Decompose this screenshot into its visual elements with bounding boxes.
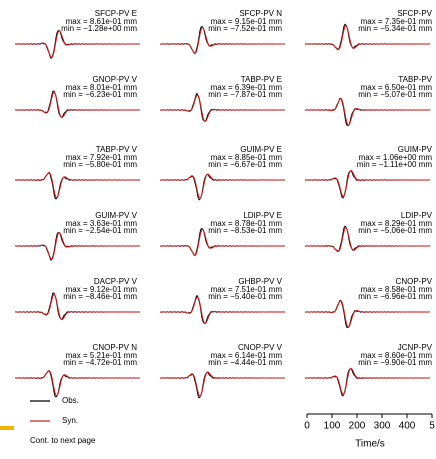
min-label: min = −9.90e-01 mm [358, 358, 432, 367]
station-label: CNOP-PV V [238, 343, 283, 352]
x-tick-label: 300 [374, 421, 391, 432]
min-label: min = −1.11e+00 mm [357, 160, 433, 169]
max-label: max = 8.58e-01 mm [361, 285, 433, 294]
synthetic-trace [15, 293, 140, 321]
station-label: CNOP-PV [396, 277, 433, 286]
synthetic-trace [160, 371, 285, 398]
synthetic-trace [160, 26, 285, 55]
legend-syn: Syn. [62, 416, 78, 425]
station-label: SFCP-PV N [239, 9, 282, 18]
max-label: max = 1.06e+00 mm [359, 153, 433, 162]
max-label: max = 7.35e-01 mm [361, 17, 433, 26]
min-label: min = −6.96e-01 mm [358, 292, 432, 301]
station-label: SFCP-PV E [95, 9, 137, 18]
station-label: SFCP-PV [397, 9, 432, 18]
min-label: min = −7.87e-01 mm [208, 90, 282, 99]
min-label: min = −4.72e-01 mm [63, 358, 137, 367]
max-label: max = 8.29e-01 mm [361, 219, 433, 228]
synthetic-trace [305, 300, 430, 328]
station-label: GHBP-PV V [238, 277, 282, 286]
station-label: GNOP-PV V [93, 75, 138, 84]
max-label: max = 5.21e-01 mm [66, 351, 138, 360]
max-label: max = 3.63e-01 mm [66, 219, 138, 228]
max-label: max = 6.50e-01 mm [361, 83, 433, 92]
max-label: max = 6.39e-01 mm [211, 83, 283, 92]
synthetic-trace [305, 169, 430, 198]
synthetic-trace [15, 370, 140, 397]
synthetic-trace [305, 367, 430, 396]
min-label: min = −8.53e-01 mm [208, 226, 282, 235]
x-tick-label: 200 [349, 421, 366, 432]
max-label: max = 7.51e-01 mm [211, 285, 283, 294]
station-label: GUIM-PV V [95, 211, 137, 220]
synthetic-trace [15, 30, 140, 58]
min-label: min = −6.67e-01 mm [208, 160, 282, 169]
max-label: max = 8.60e-01 mm [361, 351, 433, 360]
synthetic-trace [160, 94, 285, 123]
min-label: min = −5.34e-01 mm [358, 24, 432, 33]
observed-trace [304, 299, 431, 329]
x-tick-label: 5 [429, 421, 435, 432]
synthetic-trace [15, 91, 140, 119]
max-label: max = 8.78e-01 mm [211, 219, 283, 228]
synthetic-trace [160, 296, 285, 325]
station-label: TABP-PV V [96, 145, 138, 154]
synthetic-trace [15, 171, 140, 199]
x-tick-label: 0 [304, 421, 310, 432]
station-label: JCNP-PV [398, 343, 433, 352]
min-label: min = −4.44e-01 mm [208, 358, 282, 367]
synthetic-trace [160, 173, 285, 200]
station-label: GUIM-PV E [240, 145, 282, 154]
legend-obs: Obs. [62, 396, 79, 405]
synthetic-trace [305, 226, 430, 253]
synthetic-trace [305, 97, 430, 126]
max-label: max = 9.15e-01 mm [211, 17, 283, 26]
min-label: min = −5.80e-01 mm [63, 160, 137, 169]
max-label: max = 8.61e-01 mm [66, 17, 138, 26]
station-label: DACP-PV V [94, 277, 138, 286]
x-axis-title: Time/s [355, 439, 385, 450]
min-label: min = −6.23e-01 mm [63, 90, 137, 99]
x-tick-label: 100 [324, 421, 341, 432]
max-label: max = 7.92e-01 mm [66, 153, 138, 162]
max-label: max = 8.85e-01 mm [211, 153, 283, 162]
min-label: min = −2.54e-01 mm [63, 226, 137, 235]
observed-trace [304, 367, 431, 397]
min-label: min = −5.40e-01 mm [208, 292, 282, 301]
observed-trace [304, 169, 431, 199]
station-label: TABP-PV [398, 75, 432, 84]
station-label: CNOP-PV N [93, 343, 138, 352]
page-marker [0, 426, 14, 430]
synthetic-trace [305, 24, 430, 51]
x-tick-label: 400 [399, 421, 416, 432]
synthetic-trace [15, 231, 140, 260]
synthetic-trace [160, 228, 285, 257]
observed-trace [159, 173, 286, 201]
min-label: min = −7.52e-01 mm [208, 24, 282, 33]
max-label: max = 9.12e-01 mm [66, 285, 138, 294]
max-label: max = 6.14e-01 mm [211, 351, 283, 360]
min-label: min = −5.07e-01 mm [358, 90, 432, 99]
min-label: min = −5.06e-01 mm [358, 226, 432, 235]
station-label: LDIP-PV E [243, 211, 282, 220]
observed-trace [304, 97, 431, 127]
station-label: TABP-PV E [241, 75, 282, 84]
legend-note: Cont. to next page [30, 436, 96, 445]
observed-trace [14, 171, 141, 200]
min-label: min = −8.46e-01 mm [63, 292, 137, 301]
station-label: GUIM-PV [398, 145, 433, 154]
min-label: min = −1.28e+00 mm [61, 24, 137, 33]
station-label: LDIP-PV [401, 211, 433, 220]
observed-trace [159, 371, 286, 399]
observed-trace [14, 369, 141, 398]
max-label: max = 8.01e-01 mm [66, 83, 138, 92]
